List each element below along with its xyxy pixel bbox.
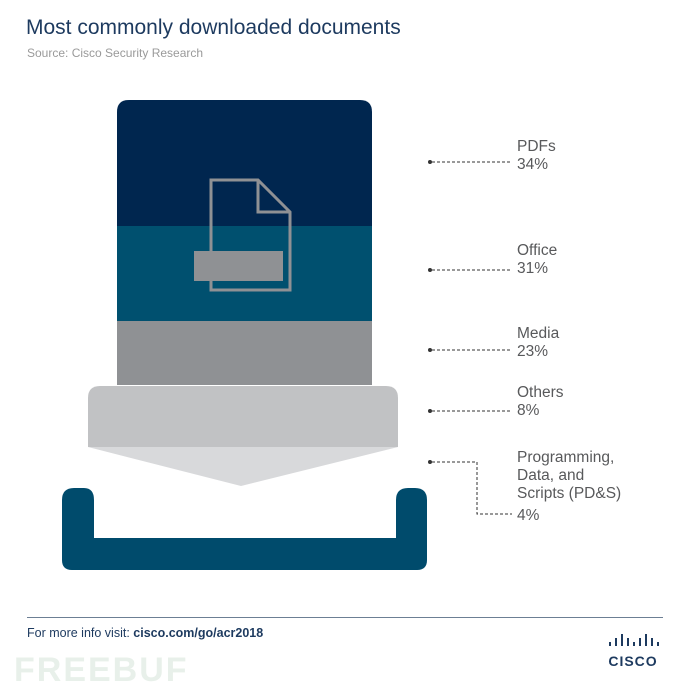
- cisco-bar: [657, 642, 659, 646]
- cisco-bar: [615, 638, 617, 646]
- arrow-tip: [88, 447, 398, 486]
- label-name: Programming,: [517, 449, 615, 466]
- segment-pdfs: [117, 100, 372, 226]
- footer-link[interactable]: cisco.com/go/acr2018: [133, 626, 264, 640]
- label-2: Media 23%: [517, 325, 559, 361]
- cisco-bar: [651, 638, 653, 646]
- label-name: PDFs: [517, 138, 556, 155]
- chart-source: Source: Cisco Security Research: [27, 46, 204, 60]
- label-name: Data, and: [517, 467, 585, 484]
- label-value: 23%: [517, 343, 549, 360]
- cisco-bar: [609, 642, 611, 646]
- watermark: FREEBUF: [14, 651, 189, 689]
- label-name: Scripts (PD&S): [517, 485, 622, 502]
- segment-others: [88, 386, 398, 447]
- label-value: 34%: [517, 156, 549, 173]
- leader-dot: [428, 409, 432, 413]
- footer-prefix: For more info visit:: [27, 626, 134, 640]
- label-name: Others: [517, 384, 564, 401]
- label-value: 31%: [517, 260, 549, 277]
- segment-pds: [62, 488, 427, 570]
- document-icon-bar: [194, 251, 283, 281]
- footer-divider: [27, 617, 663, 618]
- footer-text: For more info visit: cisco.com/go/acr201…: [27, 626, 263, 641]
- label-name: Media: [517, 325, 560, 342]
- label-name: Office: [517, 242, 558, 259]
- cisco-bar: [645, 634, 647, 646]
- leader-dot: [428, 160, 432, 164]
- cisco-wordmark: CISCO: [608, 653, 658, 669]
- cisco-bar: [633, 642, 635, 646]
- cisco-bar: [627, 638, 629, 646]
- segment-media: [117, 321, 372, 385]
- label-0: PDFs 34%: [517, 138, 556, 174]
- cisco-bars-icon: [609, 634, 659, 646]
- leader-dot: [428, 348, 432, 352]
- cisco-bar: [621, 634, 623, 646]
- label-1: Office 31%: [517, 242, 557, 278]
- leader-dot: [428, 460, 432, 464]
- label-4: Programming, Data, and Scripts (PD&S) 4%: [517, 449, 621, 525]
- cisco-logo: CISCO: [603, 632, 663, 669]
- label-value: 4%: [517, 507, 540, 524]
- cisco-bar: [639, 638, 641, 646]
- label-3: Others 8%: [517, 384, 564, 420]
- leader-dot: [428, 268, 432, 272]
- label-value: 8%: [517, 402, 540, 419]
- leader-line: [432, 461, 512, 515]
- chart-title: Most commonly downloaded documents: [26, 16, 401, 39]
